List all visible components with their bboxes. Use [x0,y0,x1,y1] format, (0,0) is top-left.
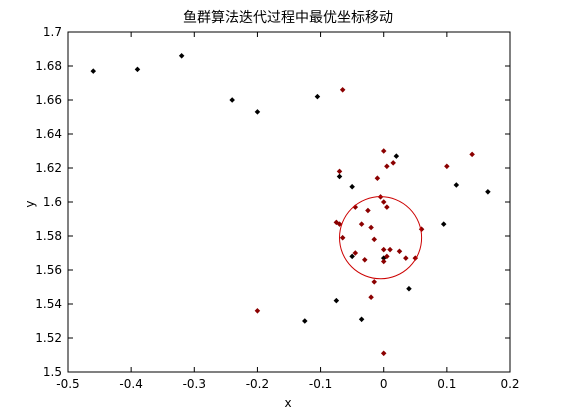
y-axis: 1.5 1.52 1.54 1.56 1.58 1.6 1.62 1.64 1.66 1.68 1.… [35,25,510,379]
data-point [314,93,321,100]
y-tick-label: 1.64 [35,127,62,141]
data-point [339,87,346,93]
x-tick-label: -0.1 [309,377,332,391]
data-point [453,182,460,188]
data-point [384,253,390,260]
data-point [396,248,403,255]
data-point [380,350,387,357]
data-point [403,255,409,261]
y-tick-label: 1.5 [43,365,62,379]
data-point [134,66,141,73]
data-point [352,250,359,256]
data-point [368,224,374,231]
x-tick-label: -0.2 [246,377,269,391]
data-point [380,148,387,154]
data-point [358,221,365,227]
x-tick-label: 0 [380,377,388,391]
y-tick-label: 1.52 [35,331,62,345]
data-point [254,308,261,314]
data-point [349,253,355,260]
data-point [349,183,355,190]
data-point [440,221,447,227]
data-point [339,234,346,241]
x-tick-label: 0.2 [500,377,519,391]
data-point [406,285,412,292]
optimum-region-circle [339,196,423,280]
x-tick-label: -0.3 [183,377,206,391]
y-tick-label: 1.7 [43,25,62,39]
data-point [90,68,97,74]
data-point [365,207,371,214]
plot-area [67,31,511,373]
data-point [302,318,308,324]
y-tick-label: 1.66 [35,93,62,107]
data-point [254,109,261,115]
data-point [384,163,390,170]
data-point [336,168,343,175]
data-point [380,246,387,253]
data-point [444,163,450,170]
y-tick-label: 1.58 [35,229,62,243]
data-point [374,175,381,181]
y-tick-label: 1.56 [35,263,62,277]
data-point [380,258,387,265]
y-tick-label: 1.62 [35,161,62,175]
x-tick-label: -0.4 [119,377,142,391]
x-axis: -0.5 -0.4 -0.3 -0.2 -0.1 0 0.1 0.2 [56,32,520,391]
data-point [178,53,185,59]
y-tick-label: 1.6 [43,195,62,209]
y-tick-label: 1.54 [35,297,62,311]
data-point [333,297,340,304]
x-tick-label: -0.5 [56,377,79,391]
data-point [384,204,390,210]
y-tick-label: 1.68 [35,59,62,73]
x-tick-label: 0.1 [437,377,456,391]
data-point [469,151,475,158]
data-point [368,294,374,300]
data-point [229,97,235,103]
y-axis-label: y [23,200,37,207]
data-point [362,257,368,263]
data-point [336,221,343,227]
data-point [380,199,387,205]
data-point [336,173,343,180]
data-points [90,53,491,357]
x-axis-label: x [284,396,291,410]
data-point [485,189,491,195]
data-point [371,279,378,285]
data-point [390,160,396,166]
chart-title: 鱼群算法迭代过程中最优坐标移动 [183,9,393,26]
data-point [393,153,400,159]
data-point [358,316,365,323]
data-point [387,246,393,253]
data-point [371,236,378,243]
